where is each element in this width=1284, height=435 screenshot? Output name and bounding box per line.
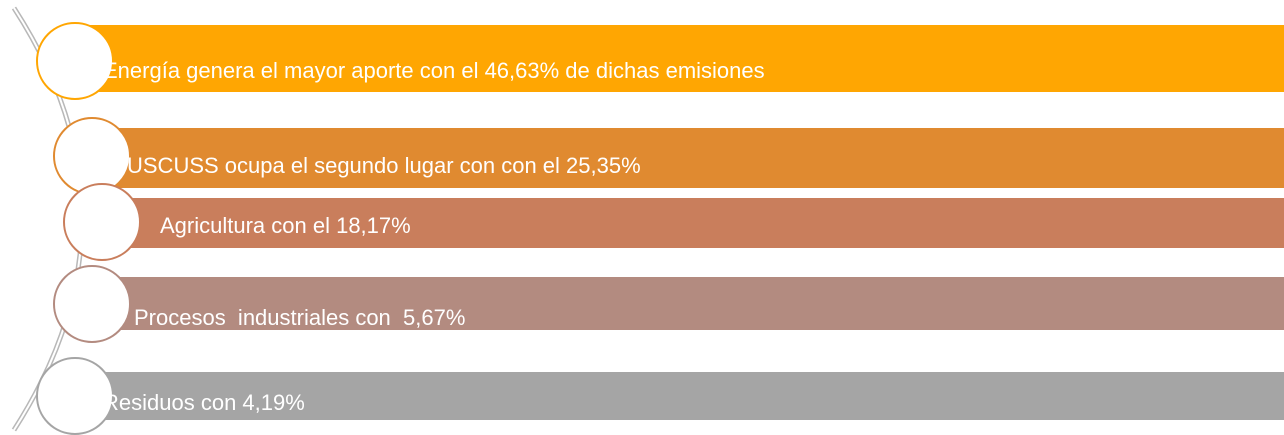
list-bullet: [63, 183, 141, 261]
list-text: Procesos industriales con 5,67%: [134, 305, 465, 330]
list-bar: [92, 128, 1284, 188]
list-text: Agricultura con el 18,17%: [160, 213, 411, 238]
list-bullet: [36, 357, 114, 435]
list-bar: [75, 25, 1284, 92]
list-text: Residuos con 4,19%: [103, 390, 305, 415]
list-text: Energía genera el mayor aporte con el 46…: [103, 58, 765, 83]
list-bullet: [53, 265, 131, 343]
list-text: USCUSS ocupa el segundo lugar con con el…: [127, 153, 641, 178]
list-bar: [75, 372, 1284, 420]
list-bar: [102, 198, 1284, 248]
list-bullet: [53, 117, 131, 195]
list-bar: [92, 277, 1284, 330]
list-bullet: [36, 22, 114, 100]
